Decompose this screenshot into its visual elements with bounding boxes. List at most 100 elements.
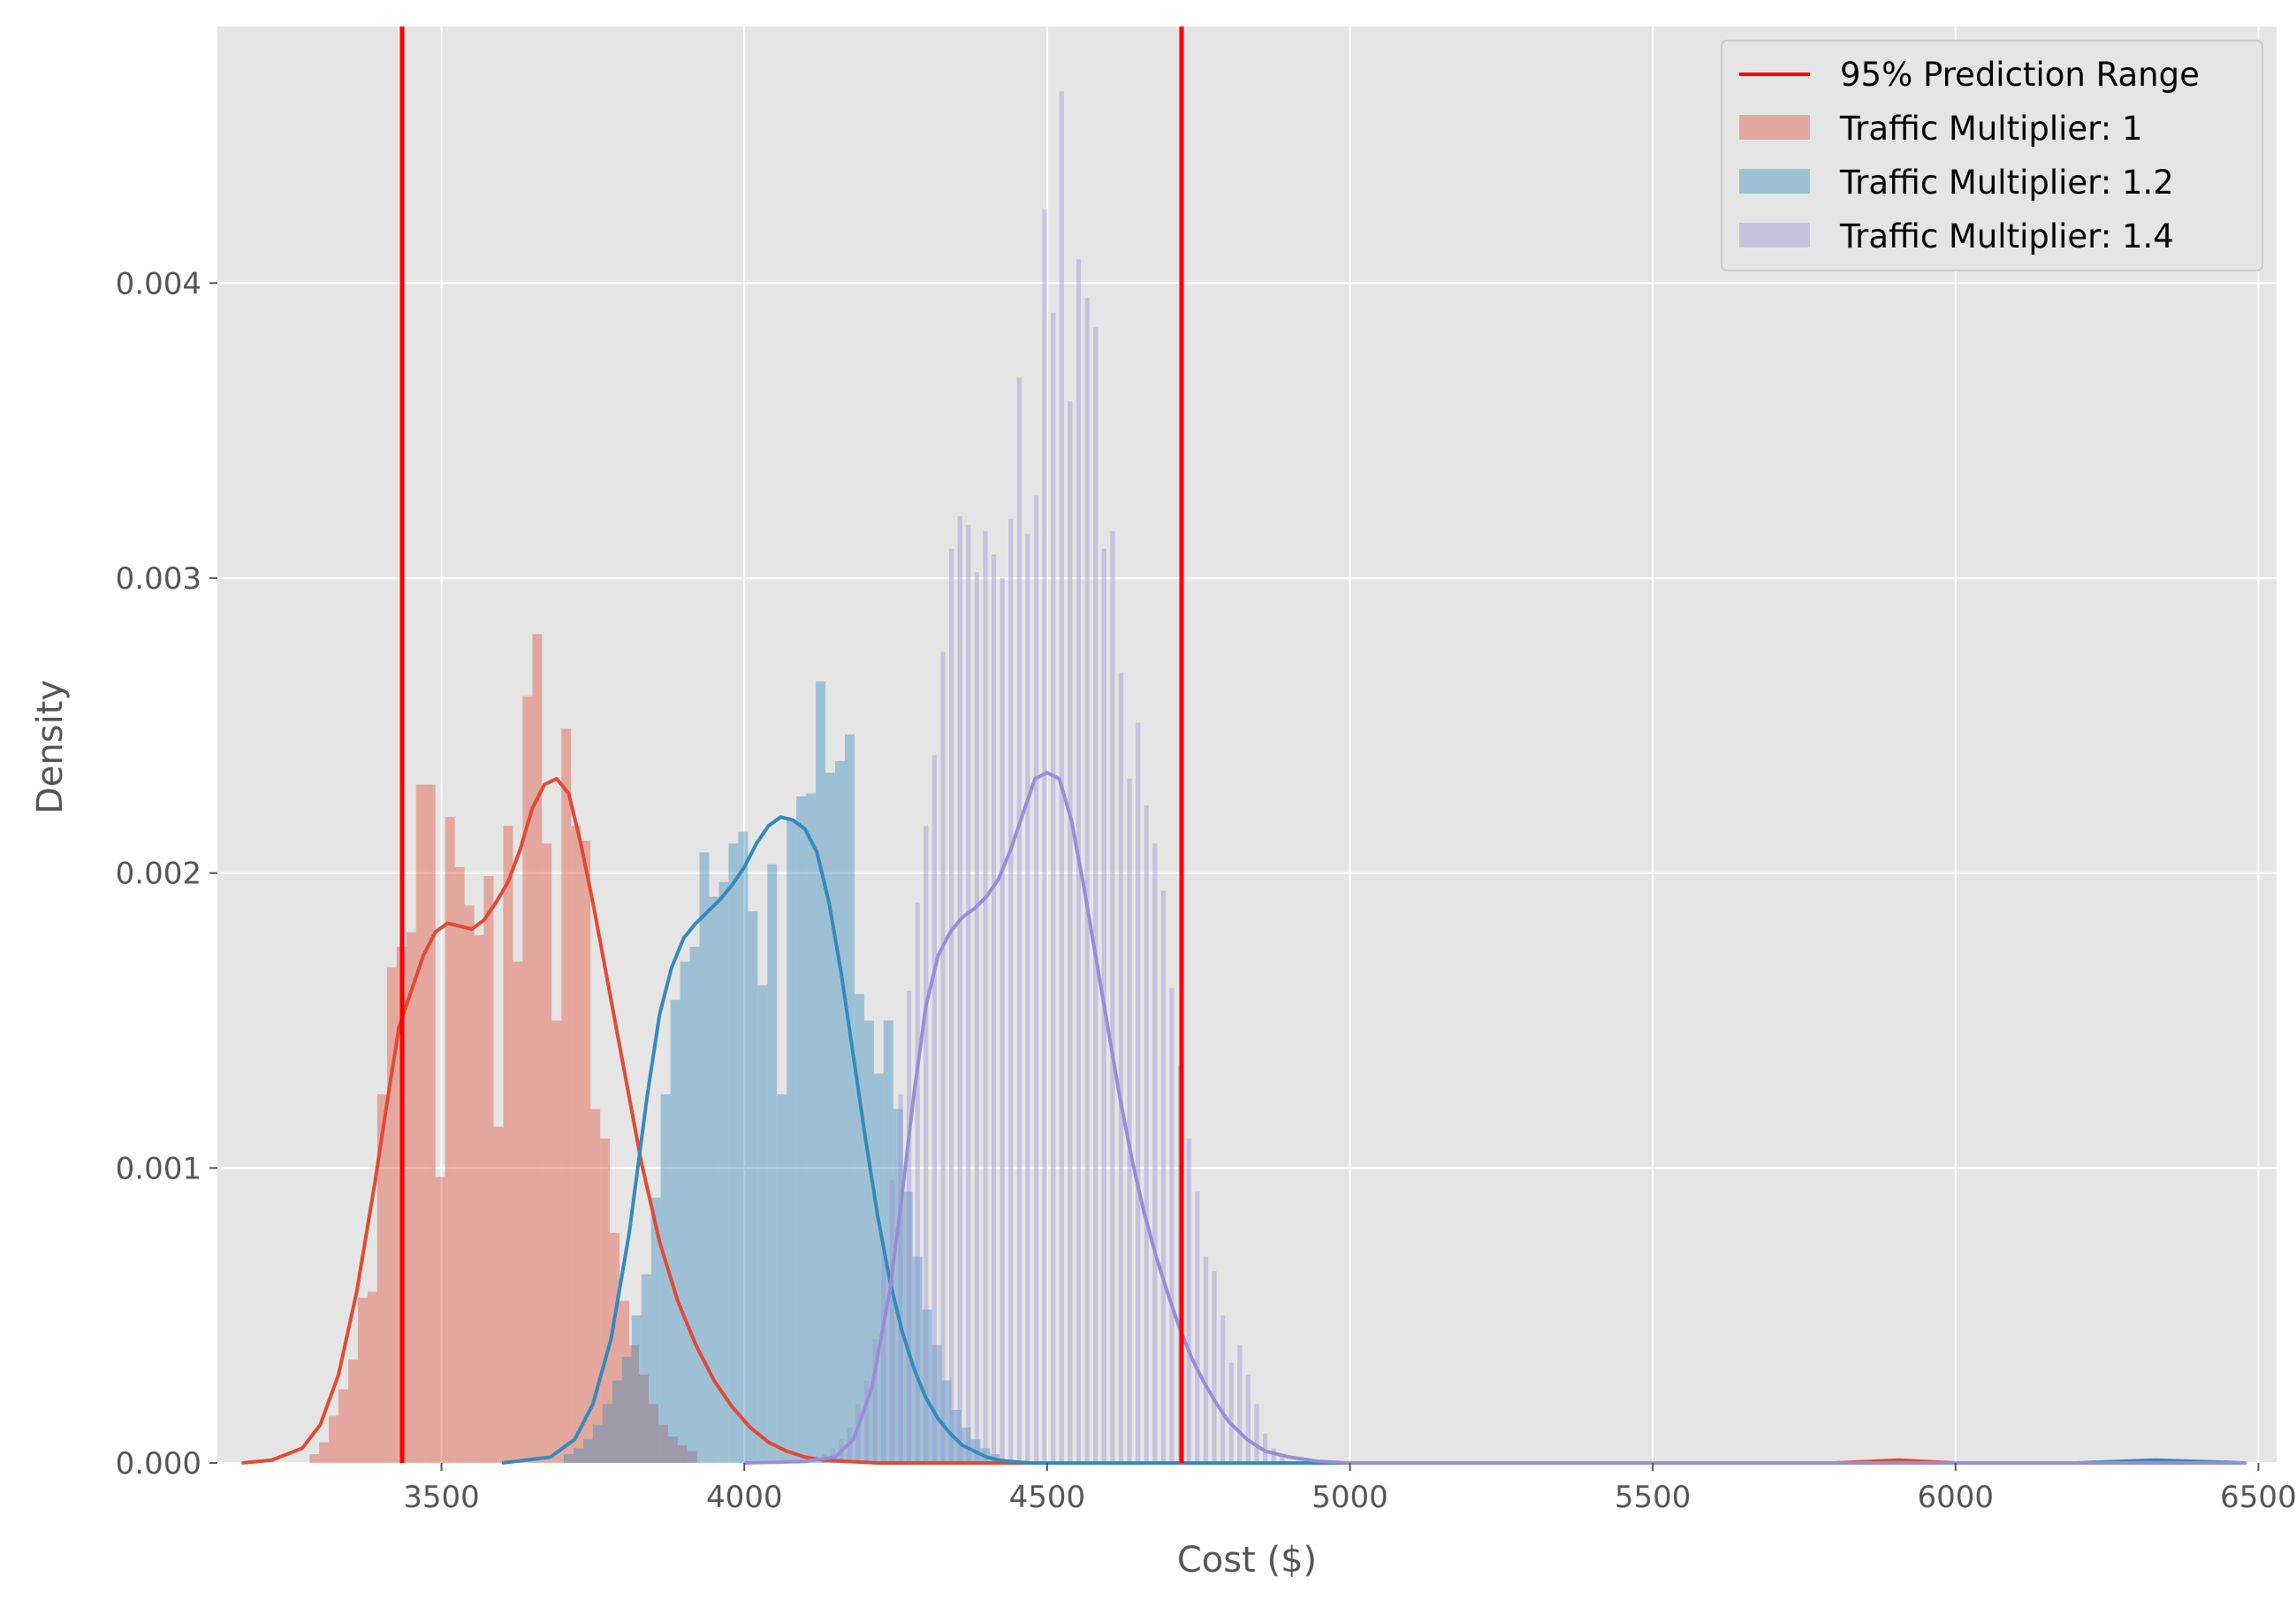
histogram-bar <box>677 1444 688 1463</box>
legend-label-tm14: Traffic Multiplier: 1.4 <box>1839 217 2174 255</box>
histogram-bar <box>1051 312 1056 1463</box>
histogram-bar <box>600 1138 611 1463</box>
histogram-bar <box>906 991 912 1463</box>
x-tick-label: 3500 <box>403 1480 480 1515</box>
histogram-bar <box>983 530 988 1463</box>
histogram-bar <box>348 1360 358 1463</box>
legend-swatch-tm14 <box>1739 223 1810 248</box>
histogram-bar <box>542 843 552 1463</box>
legend-swatch-tm1 <box>1739 115 1810 140</box>
histogram-bar <box>991 554 997 1463</box>
histogram-bar <box>1195 1192 1200 1463</box>
histogram-bar <box>1136 722 1141 1463</box>
legend-label-range: 95% Prediction Range <box>1840 56 2200 94</box>
y-tick-label: 0.001 <box>116 1151 201 1186</box>
histogram-bar <box>660 1093 671 1463</box>
legend-box <box>1721 40 2263 271</box>
histogram-bar <box>1144 804 1149 1463</box>
histogram-bar <box>338 1389 349 1463</box>
histogram-bar <box>1152 843 1158 1463</box>
histogram-bar <box>454 866 465 1463</box>
histogram-bar <box>1025 533 1030 1463</box>
histogram-bar <box>898 1093 903 1463</box>
histogram-bar <box>1169 987 1175 1463</box>
histogram-bar <box>1160 890 1167 1463</box>
histogram-bar <box>648 1404 658 1463</box>
histogram-bar <box>1220 1315 1226 1463</box>
histogram-bar <box>464 905 475 1463</box>
histogram-bar <box>830 1448 835 1463</box>
histogram-bar <box>650 1197 661 1463</box>
kde-curve <box>241 776 2247 1465</box>
histogram-bar <box>796 796 807 1463</box>
histogram-bar <box>1127 778 1132 1463</box>
histogram-bar <box>902 1192 913 1463</box>
histogram-bar <box>573 1448 583 1463</box>
histogram-bar <box>415 784 426 1463</box>
histogram-bar <box>699 852 710 1463</box>
histogram-bar <box>1093 327 1099 1463</box>
histogram-bar <box>825 773 835 1463</box>
histogram-bar <box>687 1451 697 1463</box>
histogram-bar <box>872 1338 878 1463</box>
histogram-bar <box>590 1109 601 1463</box>
histogram-bar <box>620 1300 629 1463</box>
histogram-bar <box>483 875 494 1463</box>
histogram-bar <box>748 911 758 1463</box>
histogram-bar <box>435 1177 445 1463</box>
histogram-bar <box>680 961 690 1463</box>
histogram-bar <box>1016 377 1022 1463</box>
histogram-bar <box>912 1256 923 1463</box>
histogram-bar <box>1237 1345 1243 1463</box>
histogram-bar <box>406 932 416 1463</box>
histogram-bar <box>941 1380 952 1463</box>
axis-ticks: 3500 4000 4500 5000 5500 6000 6500 0.000 0.001 0.… <box>116 266 2296 1515</box>
histogram-bar <box>974 572 979 1463</box>
histogram-bar <box>513 961 523 1463</box>
histogram-bar <box>787 819 797 1463</box>
histogram-bar <box>951 1409 962 1463</box>
x-tick-label: 5500 <box>1615 1480 1692 1515</box>
histogram-bar <box>689 947 700 1463</box>
histogram-bar <box>1068 400 1073 1464</box>
histogram-bar <box>582 1439 593 1463</box>
histogram-bar <box>816 681 826 1463</box>
legend-label-tm12: Traffic Multiplier: 1.2 <box>1839 164 2174 202</box>
histogram-bar <box>767 864 778 1463</box>
y-tick-label: 0.000 <box>116 1446 201 1482</box>
histogram-bar <box>1271 1448 1276 1463</box>
histogram-bar <box>1262 1433 1268 1463</box>
histogram-bar <box>931 1345 942 1463</box>
histogram-bar <box>881 1256 886 1463</box>
histogram-bar <box>309 1453 320 1463</box>
histogram-bar <box>629 1345 639 1463</box>
kde-curve <box>744 771 2247 1465</box>
legend-label-tm1: Traffic Multiplier: 1 <box>1839 110 2143 148</box>
histogram-bar <box>357 1298 368 1463</box>
histogram-bar <box>1118 672 1124 1463</box>
x-tick-label: 5000 <box>1311 1480 1388 1515</box>
histogram-bar <box>386 967 397 1463</box>
histogram-bar <box>1000 577 1005 1463</box>
histogram-bar <box>581 840 591 1463</box>
histogram-bars <box>309 91 2161 1464</box>
histogram-bar <box>658 1424 668 1463</box>
histogram-bar <box>889 1179 895 1463</box>
x-tick-label: 4000 <box>706 1480 783 1515</box>
histogram-bar <box>835 760 845 1463</box>
histogram-bar <box>966 524 971 1464</box>
y-tick-label: 0.002 <box>116 857 201 892</box>
histogram-bar <box>863 1020 874 1463</box>
histogram-bar <box>641 1274 651 1463</box>
histogram-bar <box>425 784 436 1463</box>
histogram-bar <box>503 826 513 1463</box>
histogram-bar <box>873 1073 884 1463</box>
histogram-bar <box>718 881 729 1463</box>
histogram-bar <box>1059 91 1064 1464</box>
y-tick-label: 0.003 <box>116 561 201 597</box>
histogram-bar <box>883 1020 893 1463</box>
histogram-bar <box>777 1093 787 1463</box>
prediction-range-lines <box>399 27 1184 1463</box>
histogram-bar <box>621 1356 632 1463</box>
